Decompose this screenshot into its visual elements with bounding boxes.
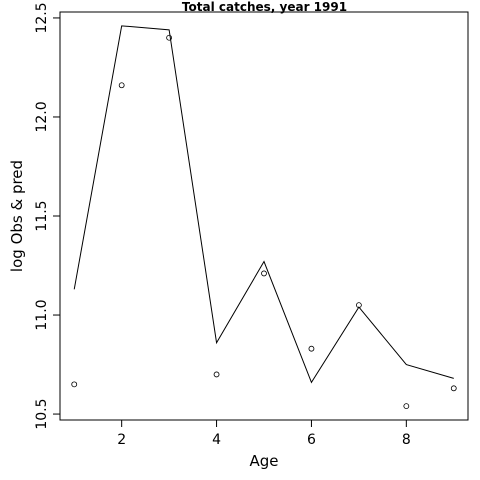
- y-tick-label: 11.5: [34, 200, 50, 231]
- observed-point: [71, 381, 78, 388]
- y-tick-label: 10.5: [34, 398, 50, 429]
- observed-point: [118, 82, 125, 89]
- y-axis-label: log Obs & pred: [8, 160, 26, 272]
- y-tick-label: 11.0: [34, 299, 50, 330]
- observed-point: [450, 385, 457, 392]
- observed-point: [403, 403, 410, 410]
- observed-point: [355, 302, 362, 309]
- x-tick-label: 2: [117, 432, 126, 448]
- series-layer: [71, 25, 457, 410]
- plot-frame: [59, 11, 469, 421]
- y-tick-label: 12.5: [34, 2, 50, 33]
- x-tick-label: 4: [212, 432, 221, 448]
- y-axis: 10.5 11.0 11.5 12.0 12.5: [34, 2, 61, 430]
- x-tick-label: 6: [307, 432, 316, 448]
- chart-title: Total catches, year 1991: [182, 0, 347, 14]
- x-axis: 2 4 6 8: [117, 419, 411, 448]
- observed-point: [308, 345, 315, 352]
- observed-point: [166, 34, 173, 41]
- observed-point: [261, 270, 267, 277]
- x-tick-label: 8: [402, 432, 411, 448]
- observed-point: [213, 371, 220, 378]
- predicted-line: [73, 25, 454, 384]
- x-axis-label: Age: [249, 452, 278, 470]
- y-tick-label: 12.0: [34, 101, 50, 132]
